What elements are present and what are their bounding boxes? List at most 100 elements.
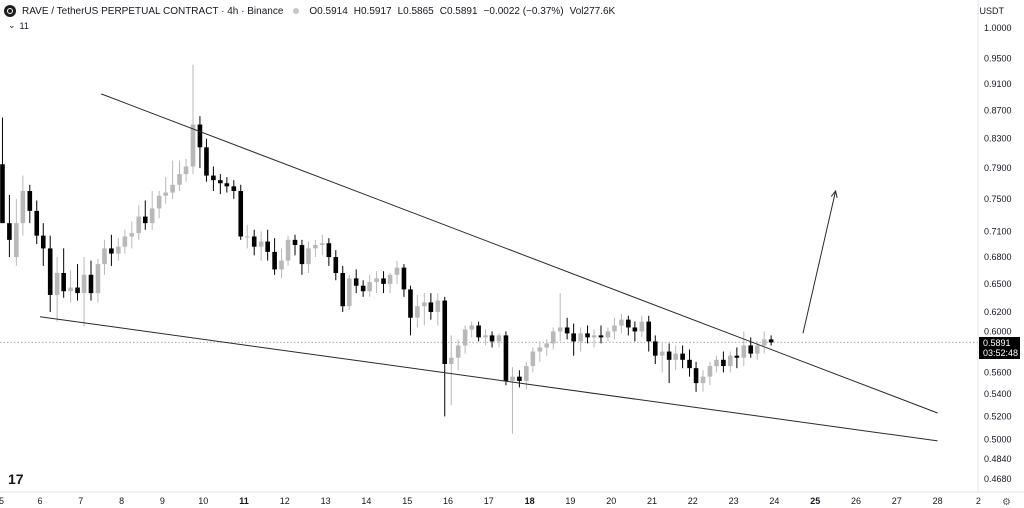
tradingview-logo[interactable]: 17 xyxy=(8,471,24,487)
candle-body xyxy=(462,329,468,346)
time-tick-label: 17 xyxy=(484,496,494,506)
currency-label[interactable]: USDT xyxy=(979,6,1005,16)
lower-trendline[interactable] xyxy=(39,316,938,442)
candle-body xyxy=(61,273,66,292)
candle-body xyxy=(666,351,672,360)
candle-body xyxy=(258,241,264,247)
time-tick-label: 15 xyxy=(402,496,412,506)
candle-body xyxy=(360,285,366,292)
candle-body xyxy=(707,366,713,377)
volume-value: Vol277.6K xyxy=(569,5,616,17)
candle-body xyxy=(163,192,168,196)
upper-trendline[interactable] xyxy=(101,93,938,414)
price-tick-label: 0.8700 xyxy=(984,106,1012,116)
last-price: 0.5891 xyxy=(983,338,1011,348)
time-tick-label: 25 xyxy=(810,496,820,506)
ohlc-change: −0.0022 (−0.37%) xyxy=(483,5,564,17)
time-tick-label: 13 xyxy=(321,496,331,506)
candle-body xyxy=(442,300,448,364)
candle-body xyxy=(435,300,441,312)
time-tick-label: 22 xyxy=(688,496,698,506)
candle-body xyxy=(333,257,339,274)
candle-body xyxy=(476,325,481,338)
time-tick-label: 18 xyxy=(525,496,535,506)
candle-body xyxy=(68,287,73,292)
candle-body xyxy=(517,376,522,381)
candle-body xyxy=(129,233,135,237)
candle-body xyxy=(550,331,556,344)
candle-body xyxy=(0,164,5,224)
candle-body xyxy=(149,208,155,224)
time-tick-label: 9 xyxy=(160,496,165,506)
time-tick-label: 10 xyxy=(198,496,208,506)
candle-body xyxy=(156,195,162,209)
candle-body xyxy=(231,186,237,192)
candle-body xyxy=(306,248,311,265)
time-tick-label: 5 xyxy=(0,496,4,506)
candle-body xyxy=(728,355,733,367)
time-tick-label: 2 xyxy=(976,496,981,506)
time-tick-label: 16 xyxy=(443,496,453,506)
candle-body xyxy=(81,274,87,294)
candle-body xyxy=(142,216,148,224)
time-tick-label: 7 xyxy=(78,496,83,506)
candle-body xyxy=(503,335,509,381)
candle-body xyxy=(714,359,719,367)
candle-body xyxy=(415,306,420,318)
time-tick-label: 12 xyxy=(280,496,290,506)
trendline-layer[interactable] xyxy=(39,93,938,442)
time-tick-label: 26 xyxy=(851,496,861,506)
candle-body xyxy=(190,124,196,167)
candle-body xyxy=(530,351,536,367)
price-axis[interactable]: 1.0000 0.9500 0.9100 0.8700 0.8300 0.7900 0.75… xyxy=(977,0,1012,492)
candle-body xyxy=(571,333,576,342)
candle-body xyxy=(279,260,284,270)
candle-body xyxy=(353,278,359,286)
candle-body xyxy=(197,124,203,148)
price-tick-label: 0.6000 xyxy=(984,326,1012,336)
candle-body xyxy=(299,244,305,265)
candle-body xyxy=(251,236,257,247)
candle-body xyxy=(7,223,12,240)
candle-body xyxy=(748,345,754,354)
gear-icon[interactable]: ⚙ xyxy=(1002,497,1011,508)
candle-body xyxy=(14,223,19,258)
time-tick-label: 6 xyxy=(37,496,42,506)
price-tick-label: 0.9500 xyxy=(984,53,1012,63)
time-tick-label: 14 xyxy=(361,496,371,506)
symbol-title[interactable]: RAVE / TetherUS PERPETUAL CONTRACT · 4h … xyxy=(22,5,284,17)
candle-body xyxy=(673,353,678,360)
candle-body xyxy=(632,327,638,332)
candle-body xyxy=(585,333,590,338)
ohlc-close: C0.5891 xyxy=(439,5,478,17)
time-tick-label: 23 xyxy=(729,496,739,506)
candle-body xyxy=(469,325,474,330)
candle-body xyxy=(224,183,230,187)
time-tick-label: 21 xyxy=(647,496,657,506)
candle-body xyxy=(326,243,332,258)
price-tick-label: 0.6800 xyxy=(984,252,1012,262)
chevron-down-icon[interactable]: ⌄ xyxy=(8,20,16,30)
breakout-arrow[interactable] xyxy=(802,190,837,334)
candle-body xyxy=(408,289,413,318)
candle-body xyxy=(387,274,393,284)
candles-layer xyxy=(0,64,774,434)
time-tick-label: 28 xyxy=(933,496,943,506)
candle-body xyxy=(564,327,570,334)
time-axis[interactable]: 6 7 8 9 10 11 12 13 14 15 16 17 18 19 20 21 22 23 24 25 26 27… xyxy=(0,491,1024,506)
candle-body xyxy=(721,359,726,367)
time-tick-label: 27 xyxy=(892,496,902,506)
time-tick-label: 19 xyxy=(565,496,575,506)
indicators-toggle[interactable]: ⌄ 11 xyxy=(8,20,29,31)
candle-body xyxy=(524,366,529,381)
price-tick-label: 0.7900 xyxy=(984,163,1012,173)
candle-body xyxy=(75,287,80,294)
candle-body xyxy=(292,239,298,245)
time-tick-label: 20 xyxy=(606,496,616,506)
price-tick-label: 0.4680 xyxy=(984,474,1012,484)
candle-body xyxy=(244,236,250,238)
candle-body xyxy=(20,191,26,224)
candle-body xyxy=(700,376,706,384)
candle-body xyxy=(734,355,740,358)
